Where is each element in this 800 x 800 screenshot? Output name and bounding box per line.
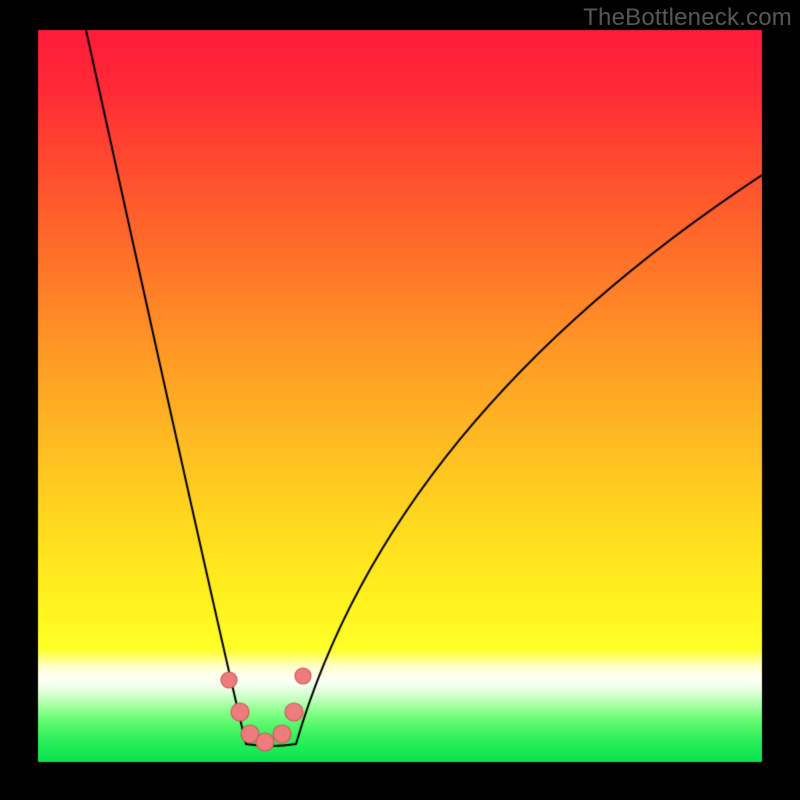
bottleneck-chart-canvas: [0, 0, 800, 800]
watermark-label: TheBottleneck.com: [583, 4, 792, 32]
